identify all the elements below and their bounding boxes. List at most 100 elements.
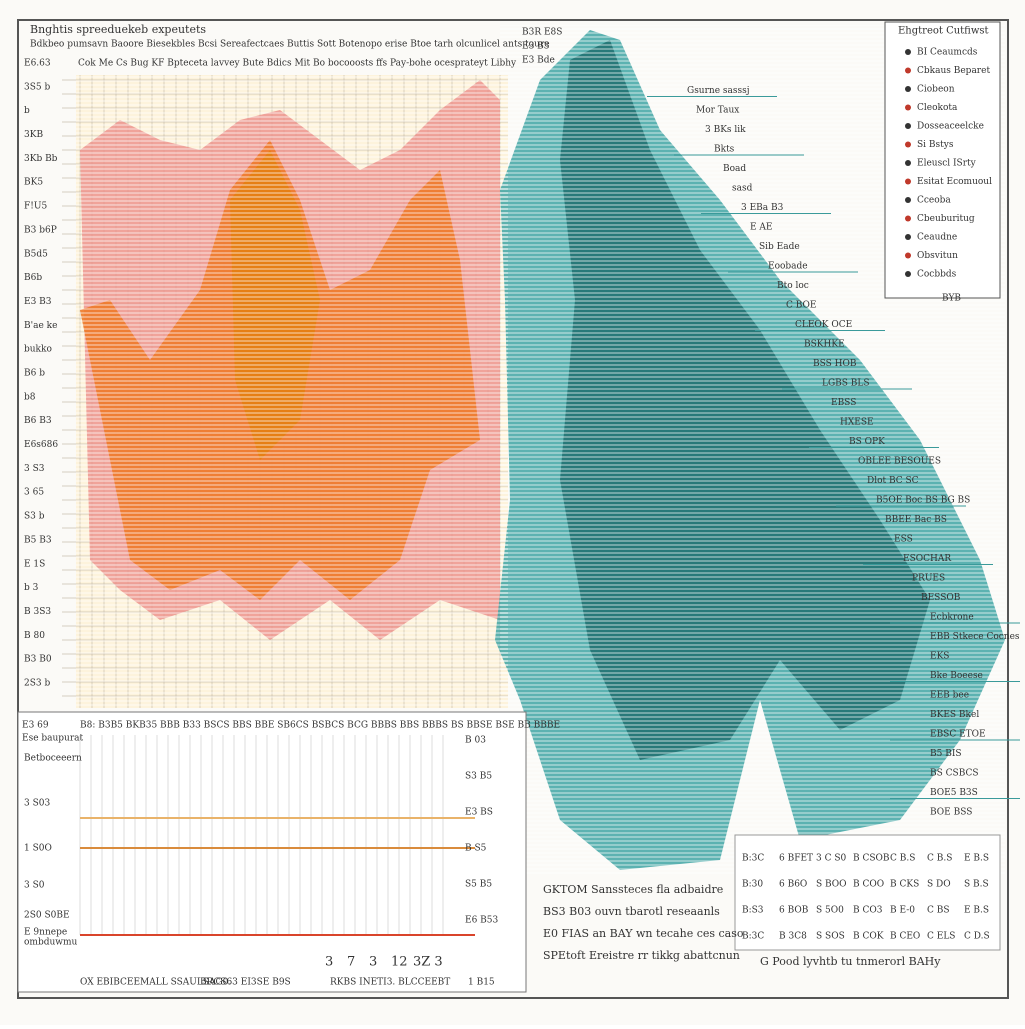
table-cell: C BS xyxy=(927,906,950,916)
legend-item: Dosseaceelcke xyxy=(917,122,984,132)
panel-label: E6 B53 xyxy=(465,916,498,926)
axis-label: B6 b xyxy=(24,369,45,379)
legend-title: Ehgtreot Cutfiwst xyxy=(898,26,989,37)
panel-label: 1 S0O xyxy=(24,844,52,854)
table-cell: B CEO xyxy=(890,932,920,942)
axis-label: B6 B3 xyxy=(24,416,52,426)
panel-label: S5 B5 xyxy=(465,880,492,890)
title: Bnghtis spreeduekeb expeutets xyxy=(30,23,206,36)
axis-label: 3KB xyxy=(24,130,43,140)
panel-label: ombduwmu xyxy=(24,938,78,948)
table-cell: C B.S xyxy=(927,854,952,864)
side-label: C BOE xyxy=(786,301,816,311)
axis-label: BK5 xyxy=(24,178,43,188)
side-label: Ecbkrone xyxy=(930,613,974,623)
axis-label: b 3 xyxy=(24,583,39,593)
side-label: Bto loc xyxy=(777,281,809,291)
panel-footer: RKBS INETI3. BLCCEEBT xyxy=(330,978,450,988)
legend-marker xyxy=(905,197,911,203)
legend-item: Si Bstys xyxy=(917,140,954,150)
axis-label: bukko xyxy=(24,345,52,355)
axis-label: 3 S3 xyxy=(24,464,45,474)
axis-label: 3Kb Bb xyxy=(24,154,58,164)
side-label: Dlot BC SC xyxy=(867,476,919,486)
panel-footer: BRCS63 EI3SE B9S xyxy=(200,978,291,988)
side-label: BOE5 B3S xyxy=(930,788,978,798)
axis-label: B 80 xyxy=(24,631,45,641)
axis-label: 2S3 b xyxy=(24,679,50,689)
panel-number: 3Z 3 xyxy=(413,955,443,970)
side-label: E3 B3 xyxy=(522,42,550,52)
axis-label: b xyxy=(24,106,30,116)
panel-label: E3 69 xyxy=(22,721,49,731)
axis-label: S3 b xyxy=(24,512,45,522)
side-label: sasd xyxy=(732,184,753,194)
side-label: B3R E8S xyxy=(522,28,562,38)
side-label: E AE xyxy=(750,223,773,233)
panel-number: 7 xyxy=(347,955,355,970)
table-box xyxy=(734,834,1001,951)
side-label: OBLEE BESOUES xyxy=(858,457,941,467)
panel-label: Betboceeern xyxy=(24,754,82,764)
note: BS3 B03 ouvn tbarotl reseaanls xyxy=(543,905,720,918)
panel-footer: 1 B15 xyxy=(468,978,495,988)
side-label: Eoobade xyxy=(768,262,808,272)
axis-label: B3 b6P xyxy=(24,225,57,235)
panel-label: B 03 xyxy=(465,736,486,746)
table-cell: B:3C xyxy=(742,854,764,864)
table-cell: B CKS xyxy=(890,880,919,890)
side-label: PRUES xyxy=(912,574,945,584)
axis-label: B3 B0 xyxy=(24,655,52,665)
legend-marker xyxy=(905,141,911,148)
panel-label: 3 S0 xyxy=(24,881,45,891)
panel-label: B8: B3B5 BKB35 BBB B33 BSCS BBS BBE SB6C… xyxy=(80,721,560,731)
axis-label: E6.63 xyxy=(24,59,51,69)
table-cell: B:30 xyxy=(742,880,763,890)
axis-label: B5 B3 xyxy=(24,535,52,545)
table-cell: 6 BOB xyxy=(779,906,809,916)
legend-item: Cleokota xyxy=(917,103,958,113)
table-cell: B:S3 xyxy=(742,906,764,916)
legend-item: Ceaudne xyxy=(917,233,957,243)
table-cell: E B.S xyxy=(964,854,989,864)
axis-label: 3S5 b xyxy=(24,82,50,92)
panel-label: E3 BS xyxy=(465,808,493,818)
side-label: LGBS BLS xyxy=(822,379,870,389)
legend-marker xyxy=(905,123,911,129)
axis-label: F!U5 xyxy=(24,202,47,212)
legend-item: Cocbbds xyxy=(917,270,957,280)
side-label: ESOCHAR xyxy=(903,554,951,564)
side-label: B5OE Boc BS BG BS xyxy=(876,496,970,506)
legend-box xyxy=(884,21,1001,299)
panel-number: 3 xyxy=(369,955,377,970)
legend-item: Eleuscl ISrty xyxy=(917,159,977,169)
table-cell: S BOO xyxy=(816,880,847,890)
side-label: ESS xyxy=(894,535,913,545)
panel-footer: OX EBIBCEEMALL SSAULSAG0. xyxy=(80,978,231,988)
legend-item: Obsvitun xyxy=(917,251,958,261)
side-label: EBSS xyxy=(831,398,856,408)
legend-marker xyxy=(905,252,911,259)
table-cell: B CO3 xyxy=(853,906,883,916)
lower-panel xyxy=(17,711,527,993)
panel-label: Ese baupurat xyxy=(22,734,84,744)
table-cell: S SOS xyxy=(816,932,845,942)
table-cell: 6 B6O xyxy=(779,880,807,890)
panel-number: 3 xyxy=(325,955,333,970)
outer-frame xyxy=(17,19,1009,999)
table-cell: 6 BFET xyxy=(779,854,813,864)
legend-item: Cbkaus Beparet xyxy=(917,66,990,76)
side-label: HXESE xyxy=(840,418,874,428)
legend-footer: BYB xyxy=(942,294,961,304)
legend-marker xyxy=(905,67,911,74)
axis-label: E6s686 xyxy=(24,440,58,450)
legend-item: BI Ceaumcds xyxy=(917,48,978,58)
legend-marker xyxy=(905,271,911,277)
side-label: BS CSBCS xyxy=(930,769,979,779)
table-cell: C D.S xyxy=(964,932,990,942)
side-label: BS OPK xyxy=(849,437,885,447)
side-label: CLEOK OCE xyxy=(795,320,852,330)
legend-item: Cceoba xyxy=(917,196,951,206)
legend-item: Ciobeon xyxy=(917,85,955,95)
